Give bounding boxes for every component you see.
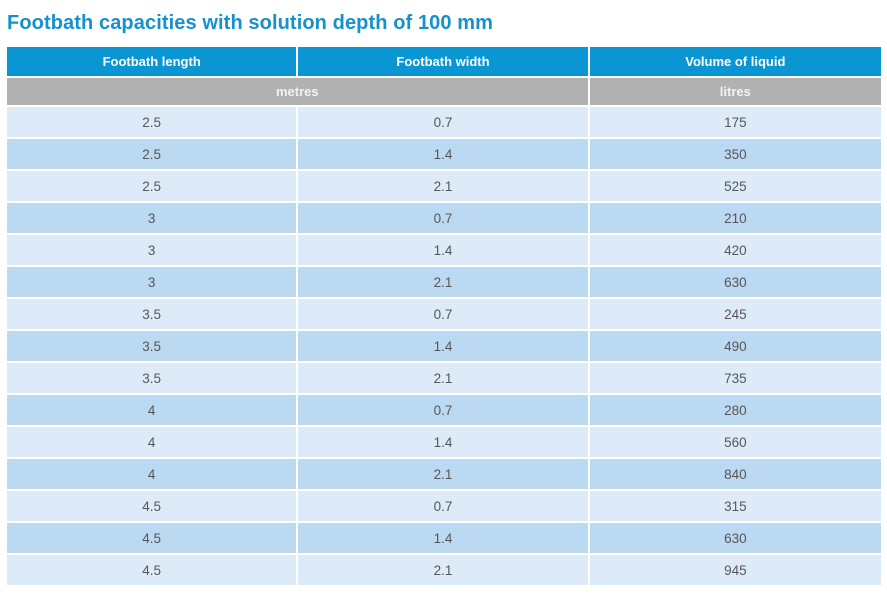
cell-footbath-width: 1.4 bbox=[298, 235, 590, 267]
cell-volume-of-liquid: 945 bbox=[589, 555, 881, 587]
table-row: 3.5 2.1 735 bbox=[7, 363, 881, 395]
cell-volume-of-liquid: 630 bbox=[589, 523, 881, 555]
cell-footbath-length: 2.5 bbox=[7, 107, 299, 139]
cell-footbath-width: 2.1 bbox=[298, 363, 590, 395]
column-header-volume-of-liquid: Volume of liquid bbox=[589, 47, 881, 78]
cell-volume-of-liquid: 350 bbox=[589, 139, 881, 171]
footbath-capacity-table: Footbath length Footbath width Volume of… bbox=[7, 47, 881, 587]
cell-footbath-length: 4.5 bbox=[7, 523, 299, 555]
cell-volume-of-liquid: 420 bbox=[589, 235, 881, 267]
cell-footbath-length: 3.5 bbox=[7, 331, 299, 363]
cell-footbath-length: 3 bbox=[7, 235, 299, 267]
cell-footbath-width: 1.4 bbox=[298, 139, 590, 171]
page-title: Footbath capacities with solution depth … bbox=[7, 12, 494, 34]
table-row: 4 0.7 280 bbox=[7, 395, 881, 427]
table-row: 2.5 0.7 175 bbox=[7, 107, 881, 139]
table-row: 2.5 2.1 525 bbox=[7, 171, 881, 203]
cell-footbath-length: 3 bbox=[7, 203, 299, 235]
table-row: 3.5 0.7 245 bbox=[7, 299, 881, 331]
cell-footbath-width: 1.4 bbox=[298, 523, 590, 555]
cell-volume-of-liquid: 280 bbox=[589, 395, 881, 427]
cell-volume-of-liquid: 245 bbox=[589, 299, 881, 331]
table-row: 4.5 1.4 630 bbox=[7, 523, 881, 555]
table-row: 4.5 2.1 945 bbox=[7, 555, 881, 587]
cell-footbath-width: 2.1 bbox=[298, 555, 590, 587]
cell-volume-of-liquid: 490 bbox=[589, 331, 881, 363]
cell-volume-of-liquid: 525 bbox=[589, 171, 881, 203]
cell-volume-of-liquid: 315 bbox=[589, 491, 881, 523]
cell-footbath-length: 4.5 bbox=[7, 491, 299, 523]
cell-volume-of-liquid: 735 bbox=[589, 363, 881, 395]
cell-footbath-length: 4 bbox=[7, 427, 299, 459]
table-row: 3 1.4 420 bbox=[7, 235, 881, 267]
cell-footbath-width: 2.1 bbox=[298, 171, 590, 203]
cell-volume-of-liquid: 840 bbox=[589, 459, 881, 491]
cell-volume-of-liquid: 630 bbox=[589, 267, 881, 299]
cell-footbath-length: 4 bbox=[7, 459, 299, 491]
cell-footbath-length: 3.5 bbox=[7, 299, 299, 331]
table-row: 4 2.1 840 bbox=[7, 459, 881, 491]
cell-footbath-width: 0.7 bbox=[298, 395, 590, 427]
cell-footbath-width: 0.7 bbox=[298, 491, 590, 523]
cell-footbath-width: 1.4 bbox=[298, 427, 590, 459]
cell-footbath-width: 0.7 bbox=[298, 203, 590, 235]
table-row: 4 1.4 560 bbox=[7, 427, 881, 459]
units-row: metres litres bbox=[7, 78, 881, 107]
cell-volume-of-liquid: 175 bbox=[589, 107, 881, 139]
cell-footbath-length: 3.5 bbox=[7, 363, 299, 395]
cell-footbath-length: 4.5 bbox=[7, 555, 299, 587]
cell-footbath-length: 2.5 bbox=[7, 139, 299, 171]
cell-footbath-width: 0.7 bbox=[298, 107, 590, 139]
table-row: 3.5 1.4 490 bbox=[7, 331, 881, 363]
cell-footbath-width: 1.4 bbox=[298, 331, 590, 363]
cell-footbath-width: 2.1 bbox=[298, 459, 590, 491]
cell-footbath-length: 3 bbox=[7, 267, 299, 299]
table-row: 3 2.1 630 bbox=[7, 267, 881, 299]
cell-volume-of-liquid: 560 bbox=[589, 427, 881, 459]
table-head: Footbath length Footbath width Volume of… bbox=[7, 47, 881, 107]
table-row: 3 0.7 210 bbox=[7, 203, 881, 235]
column-header-footbath-length: Footbath length bbox=[7, 47, 299, 78]
cell-footbath-width: 0.7 bbox=[298, 299, 590, 331]
table-body: 2.5 0.7 175 2.5 1.4 350 2.5 2.1 525 3 0.7 210 3 1.4 42… bbox=[7, 107, 881, 587]
table-row: 2.5 1.4 350 bbox=[7, 139, 881, 171]
cell-footbath-width: 2.1 bbox=[298, 267, 590, 299]
table-row: 4.5 0.7 315 bbox=[7, 491, 881, 523]
units-label-litres: litres bbox=[589, 78, 881, 107]
cell-footbath-length: 4 bbox=[7, 395, 299, 427]
cell-volume-of-liquid: 210 bbox=[589, 203, 881, 235]
cell-footbath-length: 2.5 bbox=[7, 171, 299, 203]
header-row: Footbath length Footbath width Volume of… bbox=[7, 47, 881, 78]
column-header-footbath-width: Footbath width bbox=[298, 47, 590, 78]
units-label-metres: metres bbox=[7, 78, 590, 107]
